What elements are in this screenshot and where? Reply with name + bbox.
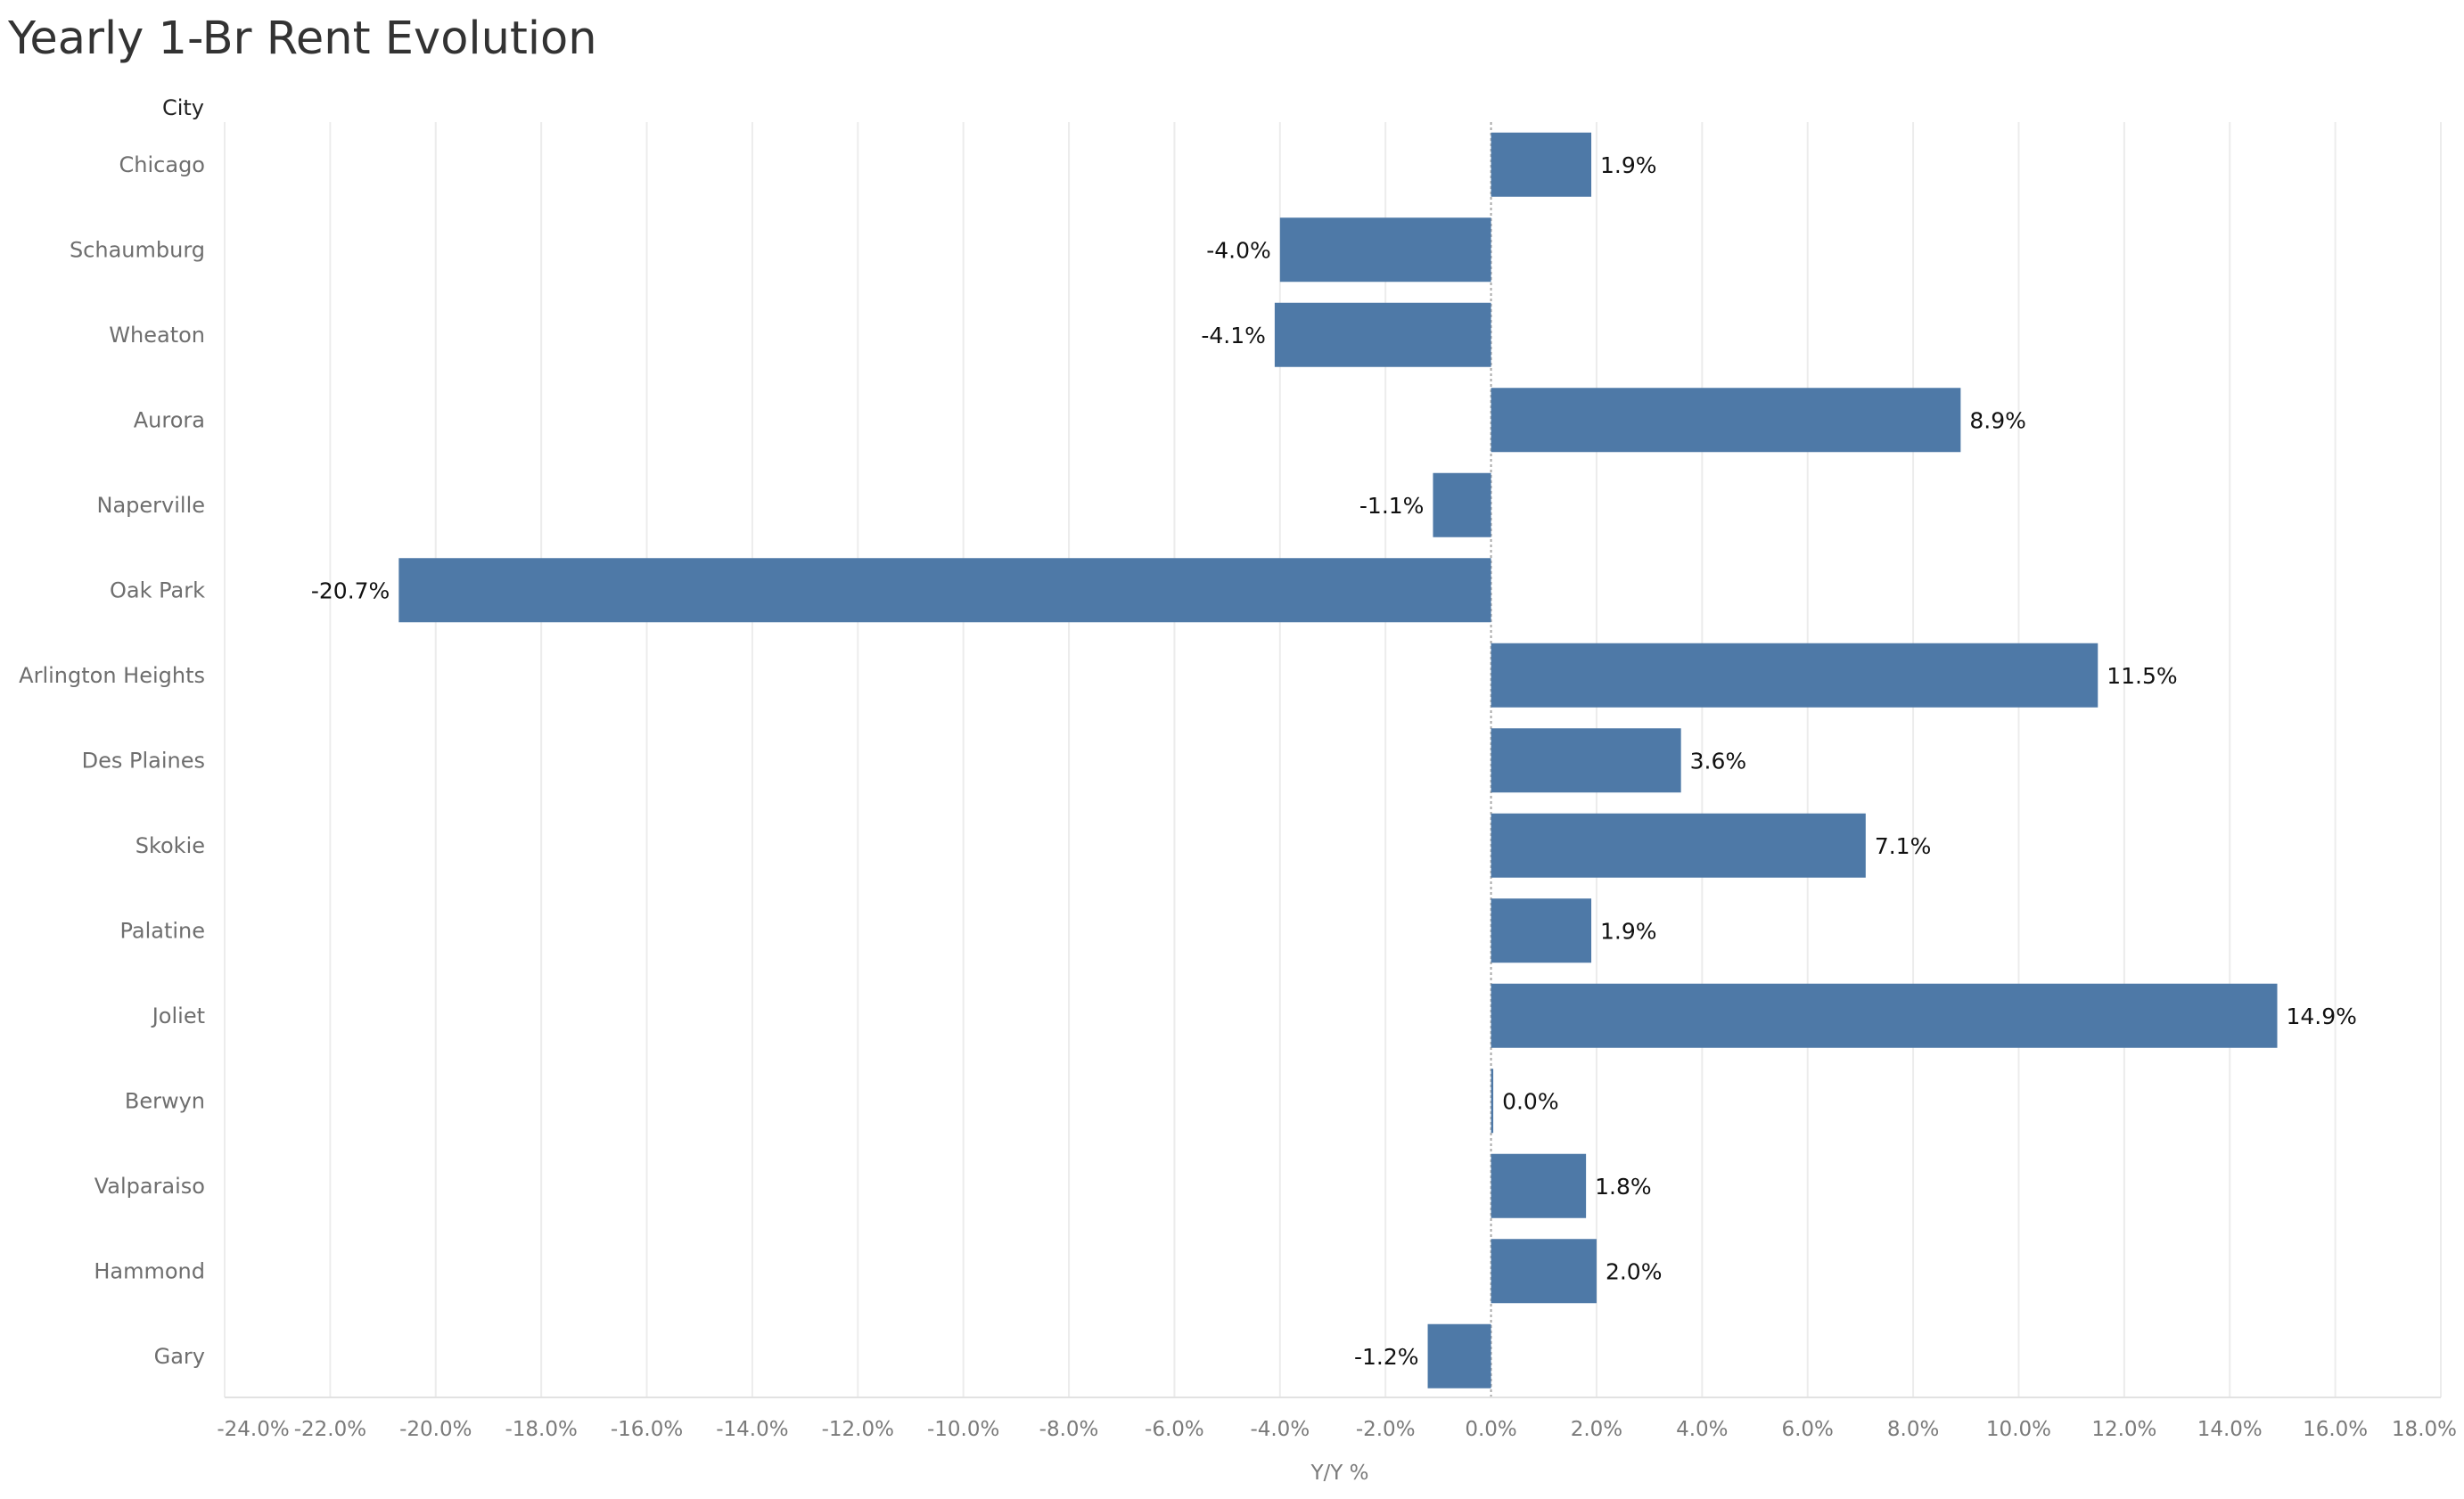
x-tick-label: -6.0% bbox=[1145, 1418, 1204, 1441]
data-label: 3.6% bbox=[1690, 748, 1747, 774]
bar[interactable] bbox=[1491, 813, 1866, 878]
x-tick-label: -14.0% bbox=[716, 1418, 788, 1441]
grid-lines bbox=[224, 122, 2442, 1397]
category-label: Berwyn bbox=[125, 1088, 205, 1113]
data-label: -20.7% bbox=[311, 577, 390, 603]
x-tick-label: -2.0% bbox=[1356, 1418, 1416, 1441]
category-label: Gary bbox=[154, 1344, 205, 1369]
bar[interactable] bbox=[1279, 217, 1491, 283]
x-tick-label: 2.0% bbox=[1571, 1418, 1622, 1441]
category-label: Palatine bbox=[119, 918, 205, 943]
x-tick-label: -10.0% bbox=[927, 1418, 999, 1441]
bar[interactable] bbox=[1491, 983, 2278, 1048]
category-label: Hammond bbox=[94, 1258, 205, 1283]
data-label: 0.0% bbox=[1502, 1088, 1559, 1114]
x-tick-label: -12.0% bbox=[822, 1418, 894, 1441]
x-tick-label: 10.0% bbox=[1986, 1418, 2051, 1441]
data-label: 7.1% bbox=[1875, 833, 1932, 859]
data-label: 11.5% bbox=[2107, 663, 2177, 689]
x-tick-label: -22.0% bbox=[294, 1418, 366, 1441]
bar[interactable] bbox=[1491, 1239, 1597, 1304]
row-header: City bbox=[162, 95, 204, 120]
x-tick-label: 0.0% bbox=[1465, 1418, 1516, 1441]
data-label: 8.9% bbox=[1969, 407, 2026, 433]
x-tick-label: 8.0% bbox=[1887, 1418, 1939, 1441]
bar[interactable] bbox=[1433, 472, 1491, 537]
category-label: Naperville bbox=[97, 493, 206, 518]
x-tick-labels: -24.0% -22.0% -20.0% -18.0% -16.0% -14.0% -12.… bbox=[217, 1418, 2457, 1441]
data-label: 1.9% bbox=[1600, 152, 1657, 178]
data-label: 1.8% bbox=[1595, 1174, 1652, 1200]
bar[interactable] bbox=[1491, 132, 1592, 197]
category-label: Joliet bbox=[151, 1003, 205, 1028]
bar[interactable] bbox=[1491, 643, 2099, 708]
x-axis-title: Y/Y % bbox=[1310, 1462, 1368, 1485]
category-label: Arlington Heights bbox=[19, 663, 205, 688]
data-label: 1.9% bbox=[1600, 918, 1657, 944]
category-label: Schaumburg bbox=[70, 237, 205, 262]
bar[interactable] bbox=[398, 558, 1491, 623]
bar[interactable] bbox=[1427, 1323, 1491, 1388]
x-tick-label: -18.0% bbox=[505, 1418, 577, 1441]
x-tick-label: -8.0% bbox=[1039, 1418, 1099, 1441]
bar[interactable] bbox=[1491, 728, 1681, 793]
x-tick-label: -4.0% bbox=[1250, 1418, 1310, 1441]
x-tick-label: 12.0% bbox=[2091, 1418, 2156, 1441]
data-label: -4.1% bbox=[1201, 323, 1266, 348]
bar[interactable] bbox=[1274, 302, 1491, 367]
chart-title: Yearly 1-Br Rent Evolution bbox=[8, 12, 597, 65]
x-tick-label: -24.0% bbox=[217, 1418, 289, 1441]
x-tick-label: 4.0% bbox=[1676, 1418, 1728, 1441]
data-label: 14.9% bbox=[2287, 1003, 2357, 1029]
bar[interactable] bbox=[1491, 388, 1961, 453]
category-label: Wheaton bbox=[109, 323, 205, 348]
x-tick-label: -20.0% bbox=[399, 1418, 472, 1441]
x-tick-label: 6.0% bbox=[1781, 1418, 1833, 1441]
bars: 1.9% -4.0% -4.1% 8.9% -1.1% -20.7% 11.5% 3.6% 7.… bbox=[311, 132, 2357, 1388]
category-label: Oak Park bbox=[110, 577, 205, 602]
category-labels: Chicago Schaumburg Wheaton Aurora Naperville… bbox=[19, 152, 205, 1369]
x-tick-label: 14.0% bbox=[2197, 1418, 2263, 1441]
bar[interactable] bbox=[1491, 898, 1592, 963]
bar[interactable] bbox=[1491, 1069, 1494, 1134]
category-label: Skokie bbox=[136, 833, 205, 858]
category-label: Valparaiso bbox=[94, 1174, 205, 1199]
x-tick-label: 18.0% bbox=[2392, 1418, 2457, 1441]
category-label: Chicago bbox=[119, 152, 205, 177]
bar[interactable] bbox=[1491, 1153, 1587, 1218]
category-label: Des Plaines bbox=[82, 748, 205, 773]
data-label: -4.0% bbox=[1206, 237, 1271, 263]
data-label: 2.0% bbox=[1606, 1258, 1663, 1284]
x-tick-label: -16.0% bbox=[611, 1418, 683, 1441]
category-label: Aurora bbox=[134, 407, 205, 432]
x-tick-label: 16.0% bbox=[2303, 1418, 2368, 1441]
data-label: -1.2% bbox=[1354, 1344, 1419, 1370]
data-label: -1.1% bbox=[1359, 493, 1425, 519]
